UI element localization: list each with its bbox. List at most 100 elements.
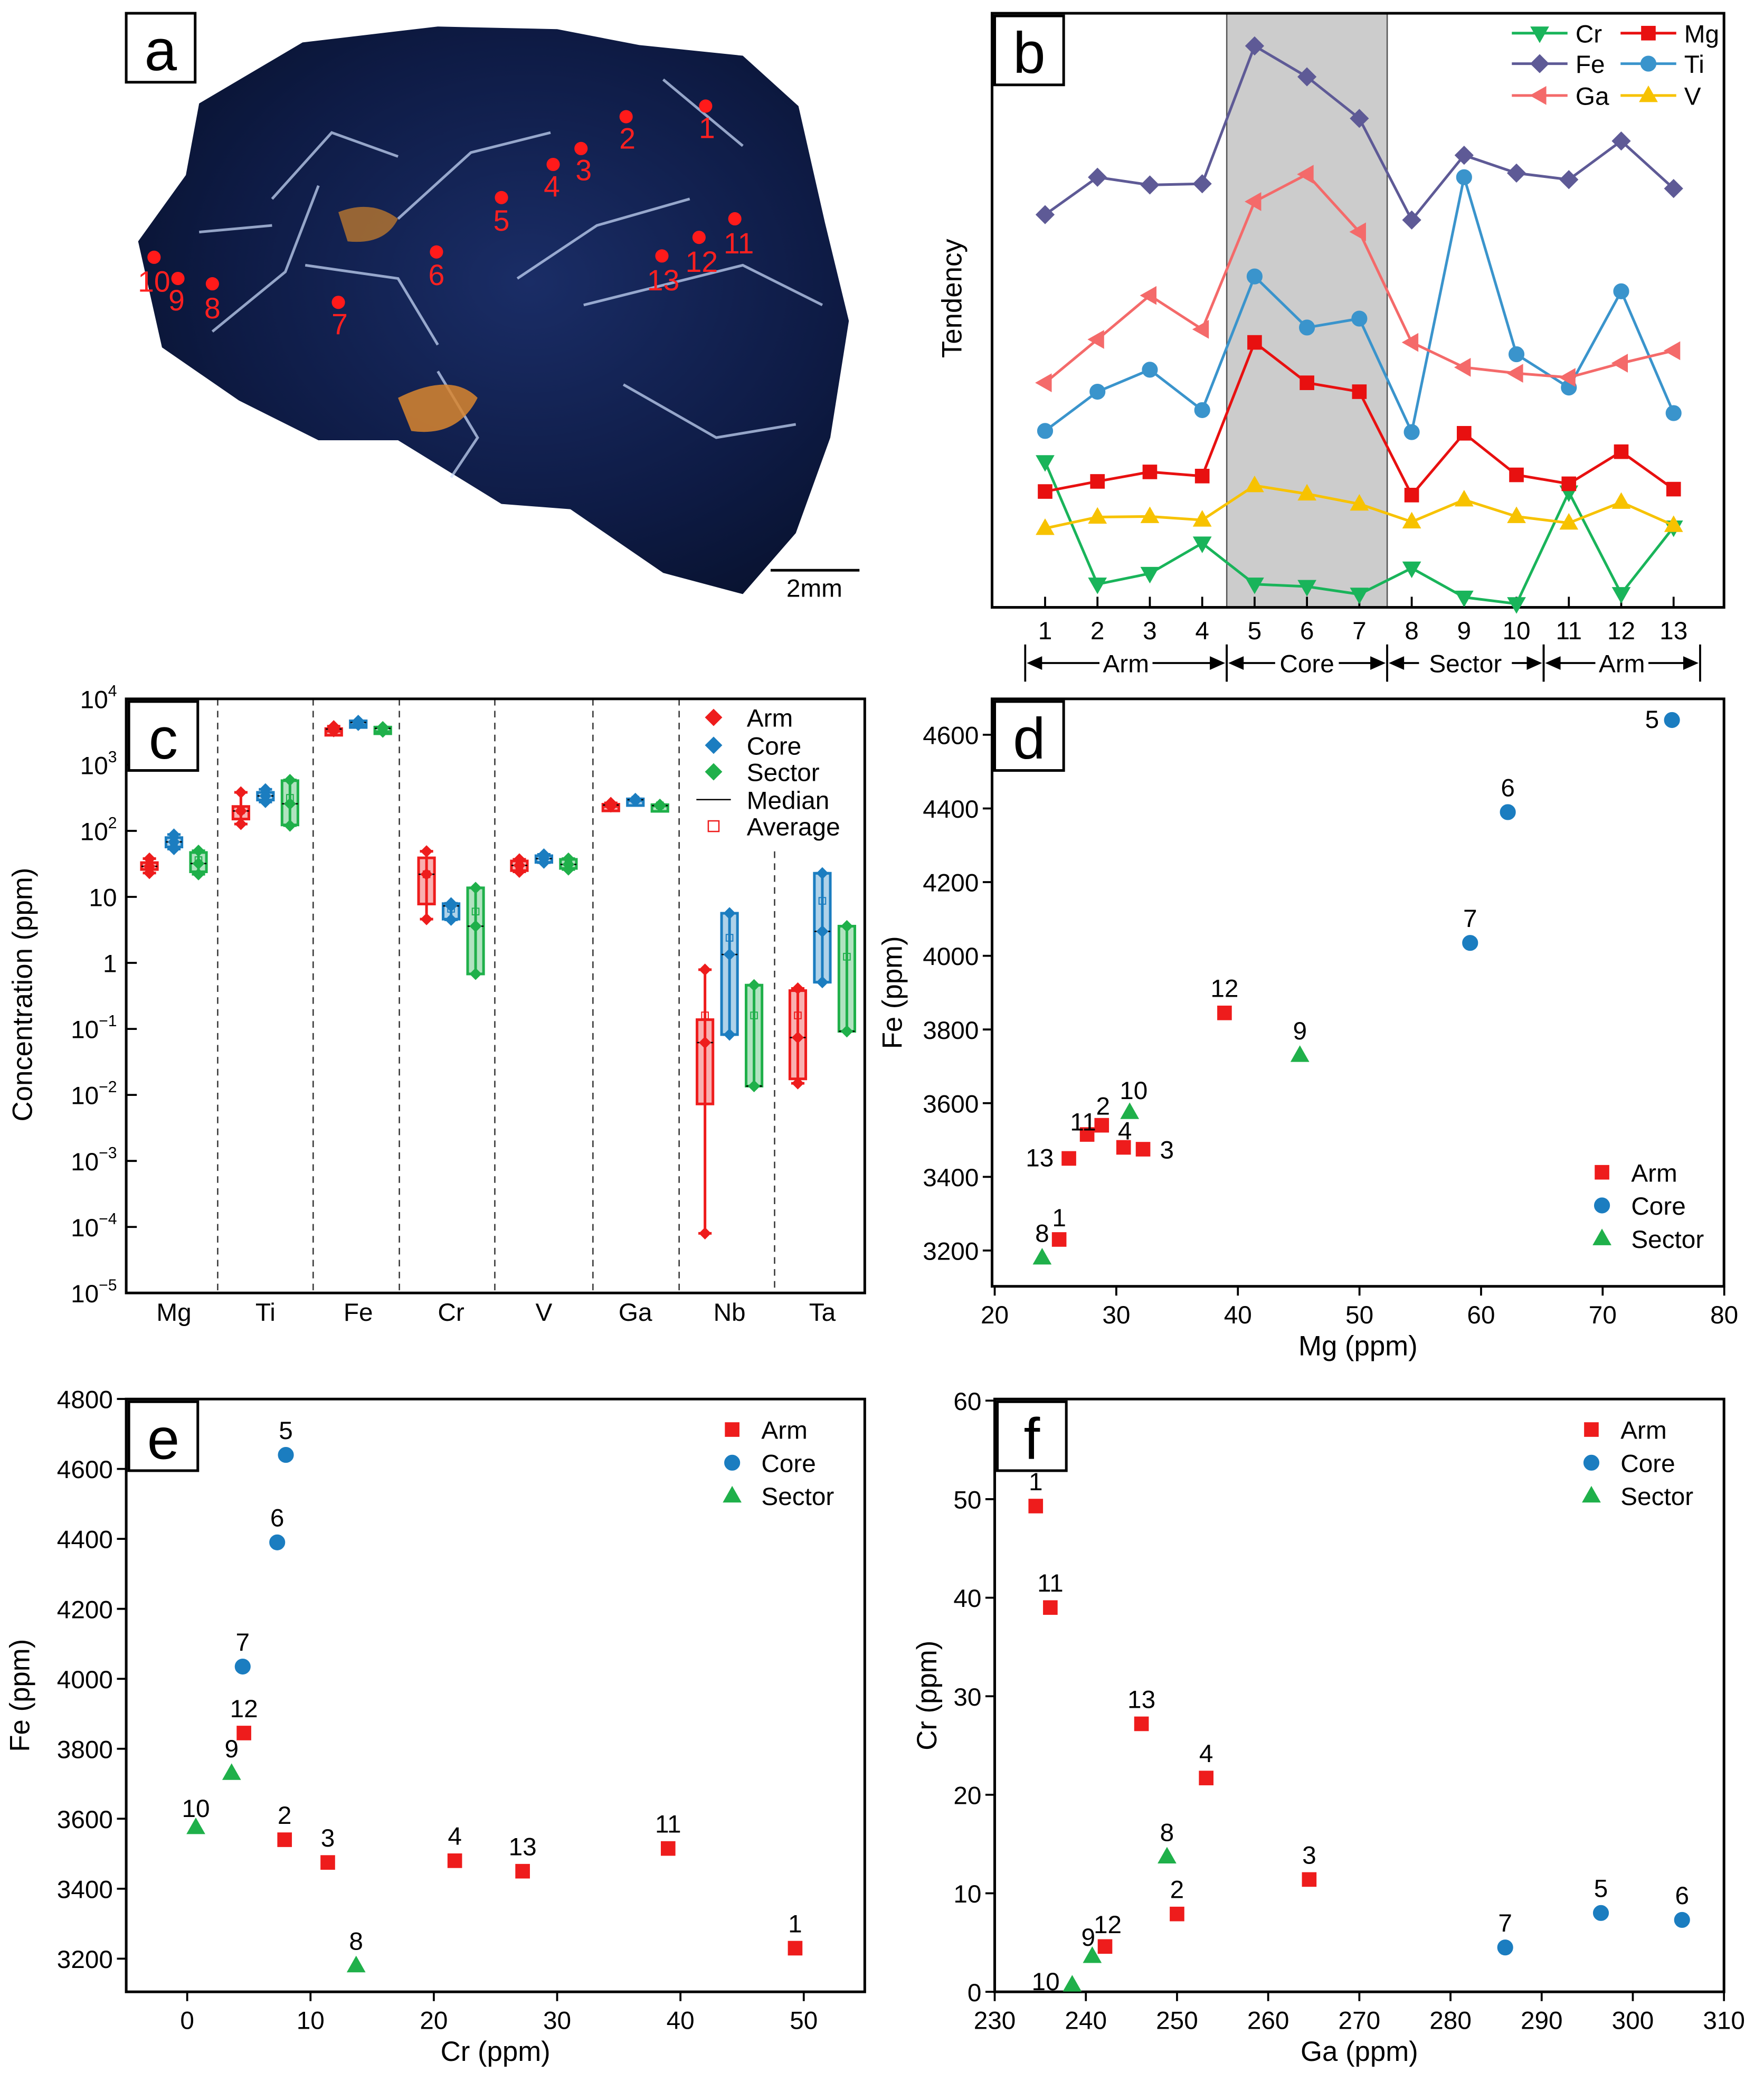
y-tick-label: 0: [968, 1979, 982, 2007]
panel-label-e: e: [127, 1400, 200, 1472]
legend-label: Arm: [1620, 1417, 1666, 1445]
data-point-arm: [1135, 1142, 1151, 1157]
sample-point: [791, 982, 804, 995]
sample-point: [840, 1025, 853, 1038]
legend-average-marker: [707, 820, 720, 832]
y-tick-label: 10−3: [71, 1144, 117, 1176]
data-point: [1297, 484, 1316, 501]
point-label: 8: [1160, 1819, 1174, 1847]
analysis-spot-label: 11: [724, 227, 754, 260]
box-V-Arm: [510, 853, 529, 878]
panel-label-text: f: [1024, 1406, 1040, 1471]
data-point-core: [278, 1447, 294, 1463]
y-tick-label: 10−5: [71, 1276, 117, 1308]
data-point: [1194, 402, 1210, 418]
sample-point: [283, 798, 296, 810]
x-tick-label: 230: [974, 2007, 1016, 2035]
sample-point: [513, 865, 526, 878]
panel-label-b: b: [993, 14, 1065, 87]
y-tick-label: 4800: [57, 1386, 113, 1414]
data-point-arm: [660, 1841, 676, 1856]
group-label-bg: [1275, 647, 1339, 677]
point-label: 7: [1498, 1909, 1512, 1937]
legend-label: Core: [747, 732, 801, 760]
point-label: 1: [1052, 1204, 1066, 1232]
y-tick-base: 10: [71, 1016, 99, 1044]
y-tick-label: 4400: [57, 1526, 113, 1554]
sample-point: [444, 913, 458, 926]
group-label: Core: [1279, 650, 1334, 678]
point-13: 13: [1026, 1144, 1076, 1172]
box: [696, 1018, 715, 1105]
average-marker: [471, 907, 480, 916]
point-label: 2: [278, 1802, 292, 1830]
crack-line: [271, 131, 399, 200]
data-point-core: [1592, 1905, 1609, 1921]
y-tick-label: 103: [80, 749, 117, 780]
y-tick-label: 30: [953, 1683, 981, 1711]
point-4: 4: [1199, 1740, 1214, 1785]
y-tick-exponent: 3: [108, 749, 117, 766]
data-point: [1140, 566, 1160, 584]
analysis-spot-label: 6: [429, 259, 445, 291]
y-tick-label: 10: [953, 1880, 981, 1908]
legend-label: Core: [761, 1450, 815, 1478]
box-Fe-Arm: [324, 720, 343, 737]
point-label: 8: [1035, 1220, 1049, 1248]
x-tick-label: 10: [1503, 617, 1531, 645]
y-axis-label: Tendency: [937, 239, 968, 358]
data-point-arm: [1097, 1939, 1113, 1954]
data-point: [1037, 423, 1054, 439]
x-tick-label: 310: [1703, 2007, 1745, 2035]
average-marker: [794, 1011, 802, 1019]
y-tick-label: 4000: [923, 943, 979, 971]
crack-line: [622, 383, 796, 439]
panel-label-text: a: [145, 18, 177, 83]
panel-label-text: b: [1013, 21, 1045, 86]
y-tick-base: 10: [71, 1280, 99, 1308]
x-axis-label: Ga (ppm): [1301, 2036, 1418, 2067]
x-tick-label: Mg: [156, 1299, 191, 1327]
legend-label: Sector: [1631, 1226, 1704, 1254]
point-label: 3: [1160, 1137, 1174, 1165]
data-point-arm: [515, 1863, 530, 1879]
y-tick-label: 3600: [923, 1090, 979, 1118]
data-point: [1194, 469, 1210, 484]
y-tick-exponent: −5: [99, 1276, 117, 1294]
analysis-spot-label: 4: [544, 170, 560, 203]
point-2: 2: [1094, 1093, 1110, 1133]
panel-label-c: c: [127, 700, 200, 772]
point-label: 7: [236, 1629, 250, 1657]
y-tick-label: 10−2: [71, 1078, 117, 1110]
box-Cr-Sector: [466, 882, 485, 980]
point-label: 1: [1029, 1468, 1043, 1496]
data-point: [1559, 170, 1579, 190]
inclusion-stain: [338, 206, 399, 242]
y-tick-label: 4600: [57, 1456, 113, 1484]
box: [417, 856, 436, 905]
data-point: [1666, 481, 1681, 497]
data-point-arm: [788, 1941, 803, 1956]
sample-point: [723, 907, 736, 920]
sample-point: [840, 920, 853, 933]
box-V-Sector: [559, 852, 578, 876]
analysis-spot-label: 2: [619, 122, 636, 155]
x-tick-label: 1: [1038, 617, 1052, 645]
crack-line: [211, 185, 320, 333]
data-point: [1245, 192, 1262, 211]
sample-point: [699, 963, 712, 976]
y-tick-label: 3200: [923, 1237, 979, 1265]
legend-label: Core: [1620, 1450, 1675, 1478]
data-point-core: [1674, 1911, 1690, 1928]
x-tick-label: 30: [543, 2007, 571, 2035]
point-label: 4: [1118, 1117, 1132, 1145]
inclusion-stain: [398, 384, 478, 432]
y-tick-label: 40: [953, 1585, 981, 1613]
analysis-spot-marker: [205, 277, 219, 291]
x-tick-label: 70: [1589, 1301, 1617, 1329]
point-13: 13: [509, 1833, 537, 1879]
average-marker: [725, 934, 734, 942]
data-point-arm: [320, 1855, 335, 1870]
x-tick-label: 300: [1612, 2007, 1654, 2035]
data-point: [1140, 175, 1160, 195]
